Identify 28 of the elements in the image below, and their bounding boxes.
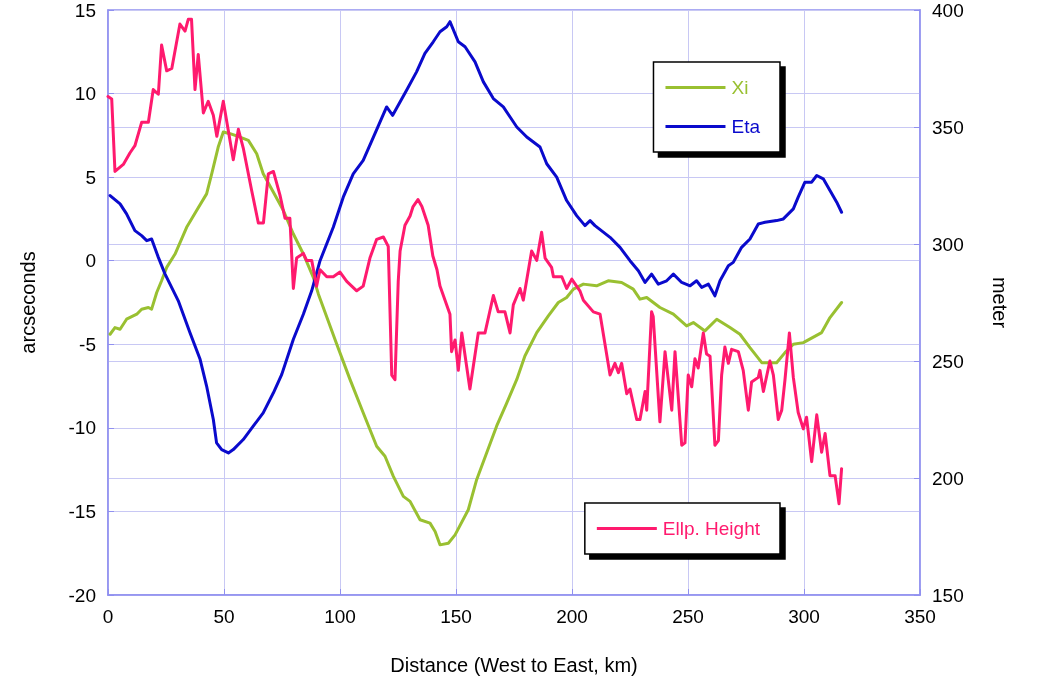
- y2-tick-label: 150: [932, 584, 964, 606]
- legend-label: Eta: [731, 116, 761, 137]
- legend-label: Xi: [731, 77, 749, 98]
- x-tick-label: 50: [213, 606, 235, 627]
- y2-axis-title: meter: [989, 276, 1011, 329]
- y-tick-label: -15: [68, 500, 96, 522]
- y2-tick-label: 300: [932, 233, 964, 255]
- y-tick-label: -10: [68, 417, 96, 439]
- x-tick-label: 150: [440, 606, 472, 627]
- y-tick-label: -20: [68, 584, 96, 606]
- legend-label: Ellp. Height: [662, 518, 761, 539]
- y-axis-title: arcseconds: [17, 251, 39, 354]
- y2-tick-label: 250: [932, 350, 964, 372]
- x-tick-label: 200: [556, 606, 588, 627]
- y-tick-label: -5: [79, 333, 96, 355]
- x-tick-label: 0: [102, 606, 114, 627]
- x-axis-title: Distance (West to East, km): [390, 654, 638, 676]
- y-tick-label: 15: [74, 0, 96, 21]
- y-tick-label: 5: [85, 166, 96, 188]
- y2-tick-label: 400: [932, 0, 964, 21]
- x-tick-label: 300: [788, 606, 820, 627]
- x-tick-label: 100: [324, 606, 356, 627]
- y2-tick-label: 350: [932, 116, 964, 138]
- x-tick-label: 350: [904, 606, 936, 627]
- y-tick-label: 10: [74, 83, 96, 105]
- x-tick-label: 250: [672, 606, 704, 627]
- y-tick-label: 0: [85, 250, 96, 272]
- y2-tick-label: 200: [932, 467, 964, 489]
